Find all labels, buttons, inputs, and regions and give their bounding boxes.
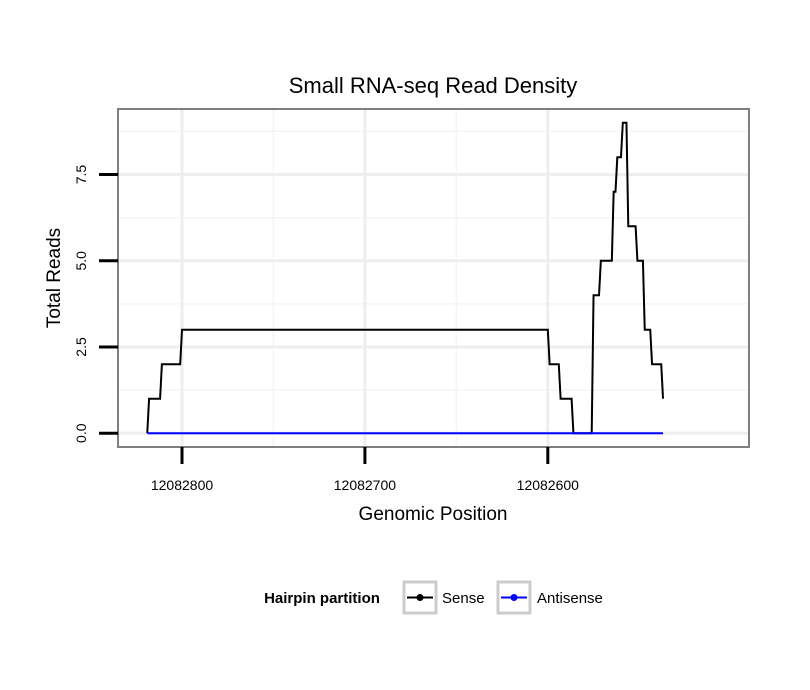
series-line-sense — [146, 121, 665, 435]
x-tick-label: 12082600 — [517, 477, 580, 493]
legend-key-point — [510, 594, 518, 601]
panel-border — [117, 108, 750, 448]
series-layer — [146, 121, 665, 435]
legend-key-point — [416, 594, 424, 601]
legend-label: Sense — [442, 590, 485, 607]
legend-title: Hairpin partition — [264, 590, 380, 607]
y-tick-label: 2.5 — [73, 337, 89, 357]
x-axis-title: Genomic Position — [359, 504, 508, 525]
legend-label: Antisense — [537, 590, 603, 607]
chart-title: Small RNA-seq Read Density — [289, 73, 578, 98]
y-axis: 0.0 2.5 5.0 7.5 — [73, 165, 118, 443]
legend-item-sense: Sense — [402, 580, 485, 615]
x-tick-label: 12082700 — [334, 477, 397, 493]
y-tick-label: 0.0 — [73, 423, 89, 443]
x-axis: 12082800 12082700 12082600 — [151, 447, 579, 493]
y-tick-label: 5.0 — [73, 251, 89, 271]
grid — [118, 109, 749, 447]
x-tick-label: 12082800 — [151, 477, 214, 493]
y-axis-title: Total Reads — [44, 228, 65, 328]
y-tick-label: 7.5 — [73, 165, 89, 185]
legend: Hairpin partition Sense Antisense — [264, 580, 603, 615]
legend-item-antisense: Antisense — [496, 580, 603, 615]
